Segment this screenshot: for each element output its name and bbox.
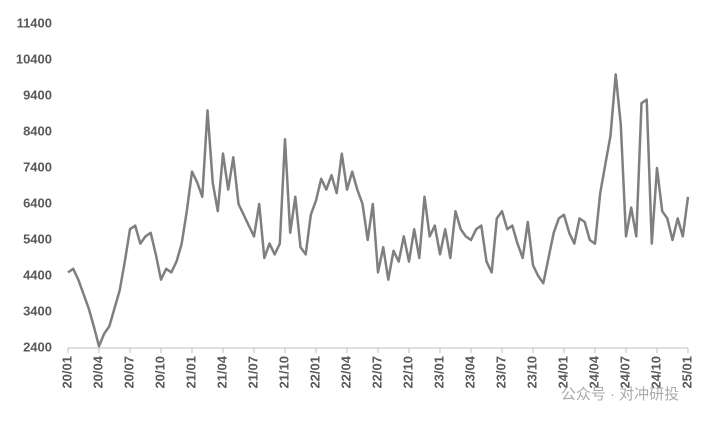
x-tick-label: 23/04 bbox=[462, 355, 477, 388]
x-tick-label: 21/01 bbox=[183, 356, 198, 389]
y-tick-label: 7400 bbox=[23, 159, 52, 174]
watermark: 公众号 · 对冲研投 bbox=[561, 386, 679, 403]
x-tick-label: 22/01 bbox=[307, 356, 322, 389]
x-tick-label: 20/04 bbox=[90, 355, 105, 388]
x-tick-label: 24/07 bbox=[617, 356, 632, 389]
y-tick-label: 10400 bbox=[16, 51, 52, 66]
y-tick-label: 6400 bbox=[23, 195, 52, 210]
x-tick-label: 23/10 bbox=[524, 356, 539, 389]
x-tick-label: 23/07 bbox=[493, 356, 508, 389]
y-tick-label: 9400 bbox=[23, 87, 52, 102]
y-tick-label: 11400 bbox=[17, 15, 52, 30]
x-tick-label: 24/01 bbox=[555, 356, 570, 389]
x-tick-label: 20/10 bbox=[152, 356, 167, 389]
y-tick-label: 8400 bbox=[23, 123, 52, 138]
y-tick-label: 4400 bbox=[23, 267, 52, 282]
y-tick-label: 2400 bbox=[23, 339, 52, 354]
x-tick-label: 22/10 bbox=[400, 356, 415, 389]
series-line bbox=[67, 73, 690, 348]
x-tick-label: 20/07 bbox=[121, 356, 136, 389]
x-tick-label: 22/04 bbox=[338, 355, 353, 388]
x-tick-label: 20/01 bbox=[59, 356, 74, 389]
y-tick-label: 3400 bbox=[23, 303, 52, 318]
x-tick-label: 21/04 bbox=[214, 355, 229, 388]
x-tick-label: 21/07 bbox=[245, 356, 260, 389]
x-tick-label: 21/10 bbox=[276, 356, 291, 389]
x-tick-label: 24/10 bbox=[648, 356, 663, 389]
x-tick-label: 24/04 bbox=[586, 355, 601, 388]
x-tick-label: 25/01 bbox=[679, 356, 694, 389]
x-tick-label: 23/01 bbox=[431, 356, 446, 389]
x-tick-label: 22/07 bbox=[369, 356, 384, 389]
y-tick-label: 5400 bbox=[23, 231, 52, 246]
